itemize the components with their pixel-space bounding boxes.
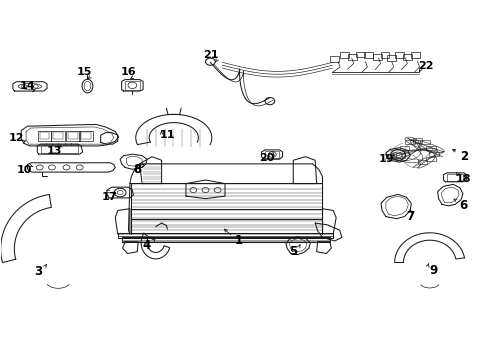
Bar [399,145,408,150]
Text: 11: 11 [160,130,175,140]
Bar [68,132,78,139]
Bar [386,55,395,61]
Text: 21: 21 [203,50,219,60]
Text: 13: 13 [46,145,62,156]
Text: 12: 12 [8,133,24,143]
Text: 16: 16 [121,67,136,77]
Text: 15: 15 [77,67,92,77]
Text: 4: 4 [142,239,151,252]
Bar [66,131,80,140]
Bar [364,52,372,58]
Bar [330,56,338,62]
Bar [394,52,403,58]
Bar [38,131,51,140]
Text: 10: 10 [17,165,32,175]
Text: 20: 20 [258,153,274,163]
Text: 6: 6 [458,199,466,212]
Bar [405,140,414,144]
Bar [40,132,49,139]
Bar [51,131,65,140]
Bar [372,54,381,60]
Bar [53,132,63,139]
Text: 7: 7 [406,210,413,223]
Bar [403,54,411,60]
Bar [412,138,422,143]
Text: 14: 14 [20,81,35,91]
Bar [425,157,435,161]
Text: 22: 22 [417,61,433,71]
Text: 19: 19 [378,154,394,164]
Text: 9: 9 [428,264,437,277]
Text: 18: 18 [454,174,470,184]
Text: 17: 17 [101,192,117,202]
Bar [410,52,419,58]
Bar [419,140,429,144]
Bar [347,54,356,60]
Bar [339,52,348,58]
Bar [417,160,427,164]
Bar [355,51,364,57]
Bar [425,145,435,150]
Text: 5: 5 [288,244,297,257]
Text: 1: 1 [234,234,242,247]
Bar [428,152,438,156]
Bar [81,132,91,139]
Text: 8: 8 [133,163,141,176]
Bar [380,52,388,58]
Text: 3: 3 [35,265,43,278]
Bar [395,153,405,158]
Bar [79,131,93,140]
Text: 2: 2 [459,150,467,163]
